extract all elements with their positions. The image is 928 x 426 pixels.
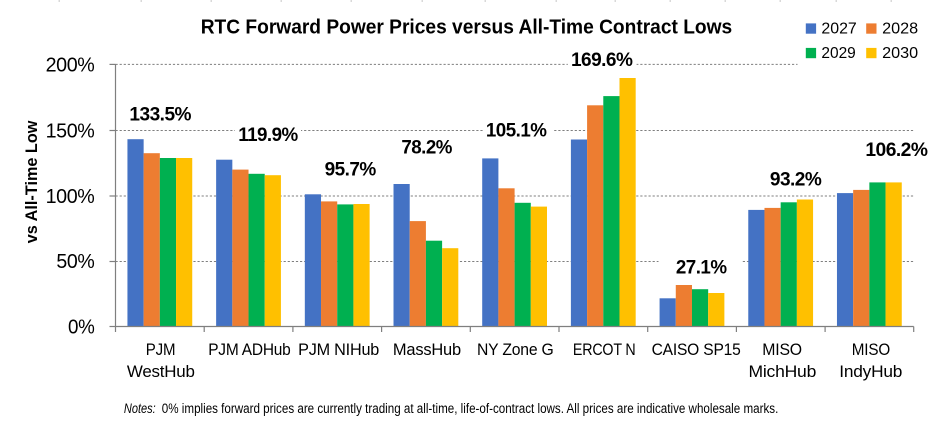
svg-text:PJM ADHub: PJM ADHub [208,341,291,359]
svg-text:2030: 2030 [882,45,918,62]
svg-text:MassHub: MassHub [393,341,461,359]
svg-text:50%: 50% [56,250,94,273]
svg-text:IndyHub: IndyHub [839,363,902,381]
svg-text:105.1%: 105.1% [486,119,547,141]
svg-text:MichHub: MichHub [749,363,817,381]
svg-text:2027: 2027 [821,21,856,38]
svg-text:100%: 100% [46,185,95,208]
svg-text:MISO: MISO [852,341,890,359]
svg-text:78.2%: 78.2% [401,136,452,158]
svg-text:NY Zone G: NY Zone G [477,341,554,359]
svg-text:PJM: PJM [146,341,176,359]
svg-text:MISO: MISO [762,341,802,359]
svg-text:ERCOT N: ERCOT N [573,341,636,359]
svg-text:RTC Forward Power Prices versu: RTC Forward Power Prices versus All-Time… [201,16,733,39]
svg-text:95.7%: 95.7% [325,158,377,180]
svg-text:119.9%: 119.9% [238,124,298,146]
svg-text:0%: 0% [68,315,95,338]
svg-text:150%: 150% [46,120,95,143]
svg-text:vs All-Time Low: vs All-Time Low [23,120,41,243]
svg-text:PJM NIHub: PJM NIHub [298,341,379,359]
svg-text:Notes:0% implies forward price: Notes: 0% implies forward prices are curr… [124,401,778,416]
svg-text:WestHub: WestHub [127,363,195,381]
svg-text:133.5%: 133.5% [129,103,192,125]
svg-text:CAISO SP15: CAISO SP15 [652,341,741,359]
svg-text:2029: 2029 [821,45,855,62]
svg-text:200%: 200% [46,54,95,77]
svg-text:2028: 2028 [882,21,918,38]
svg-text:169.6%: 169.6% [571,49,633,71]
svg-text:93.2%: 93.2% [770,169,822,191]
svg-text:27.1%: 27.1% [676,257,728,279]
svg-text:106.2%: 106.2% [865,139,928,161]
